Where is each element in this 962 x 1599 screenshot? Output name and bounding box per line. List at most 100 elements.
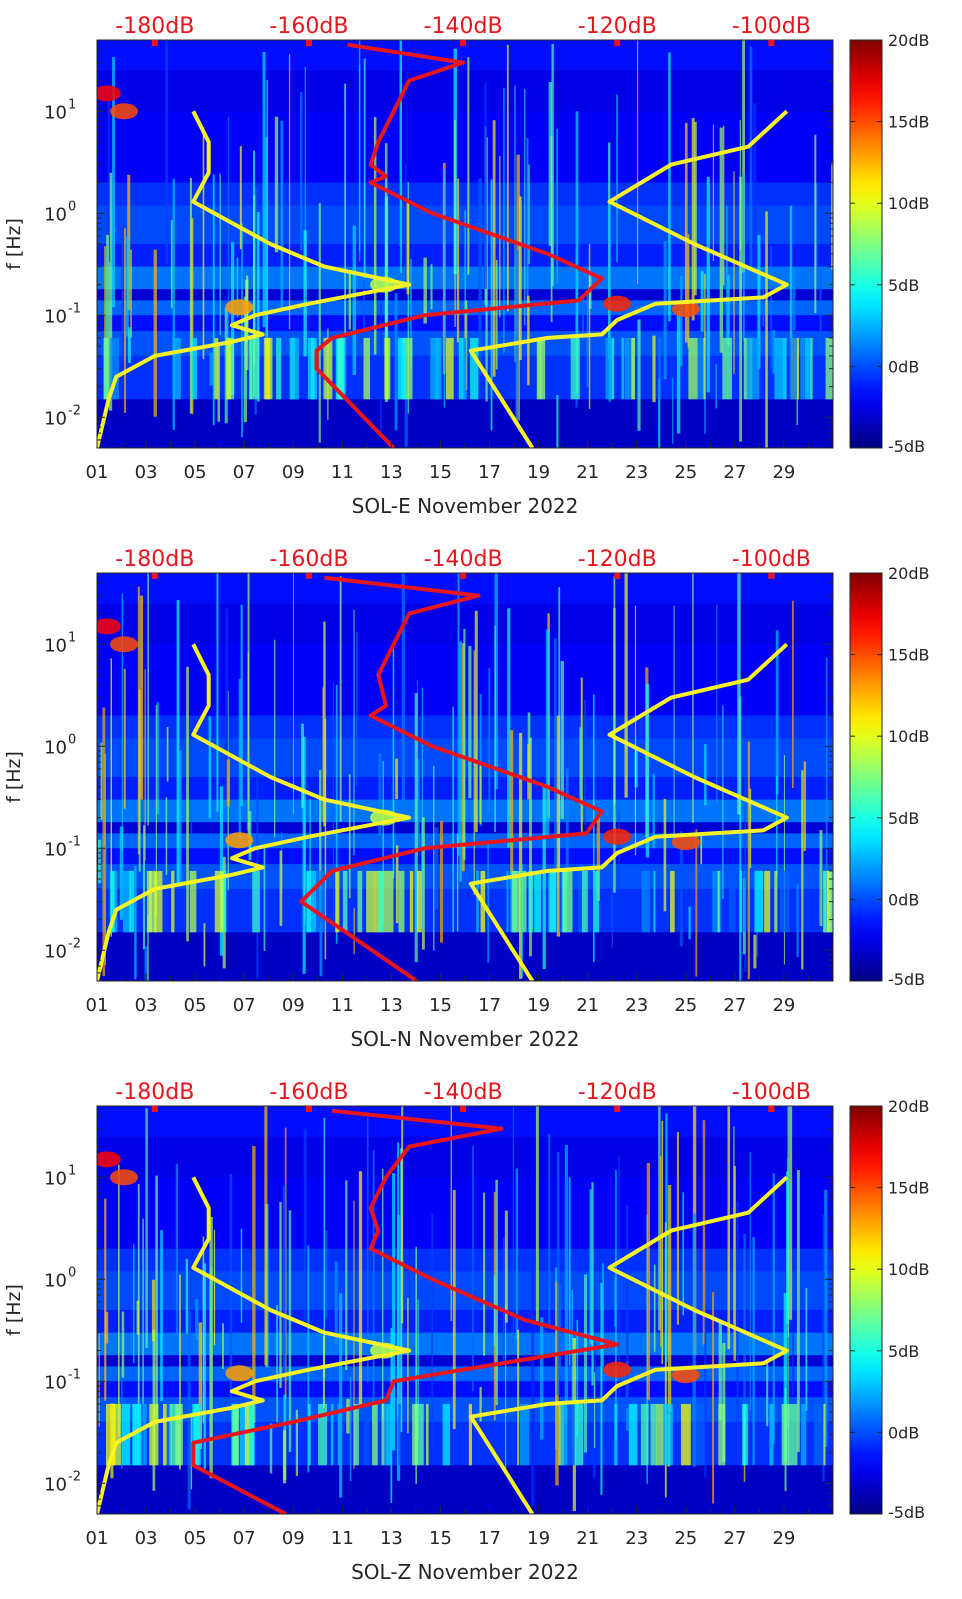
yellow-curve-low-noise-model	[97, 1176, 412, 1514]
heatmap-stripe	[227, 116, 230, 351]
heatmap-stripe	[138, 689, 141, 872]
heatmap-stripe	[356, 632, 358, 786]
heatmap-stripe	[176, 600, 180, 884]
heatmap-stripe	[742, 173, 745, 341]
heatmap-lowfreq-column	[335, 337, 346, 400]
heatmap-stripe	[770, 246, 772, 368]
heatmap-stripe	[586, 291, 589, 388]
heatmap-stripe	[611, 883, 613, 948]
heatmap-stripe	[216, 573, 219, 812]
heatmap-stripe	[353, 907, 355, 955]
colorbar-tick-label: 20dB	[888, 31, 930, 50]
heatmap-lowfreq-column	[168, 1403, 172, 1466]
top-axis-tick	[614, 573, 621, 579]
top-axis-tick	[768, 573, 775, 579]
heatmap-stripe	[155, 1175, 158, 1425]
heatmap-lowfreq-column	[624, 337, 630, 400]
heatmap-lowfreq-column	[743, 870, 746, 933]
heatmap-stripe	[299, 92, 303, 251]
heatmap-lowfreq-column	[276, 337, 282, 400]
heatmap-stripe	[792, 1330, 794, 1396]
top-axis-label: -120dB	[578, 14, 657, 39]
heatmap-stripe	[637, 319, 641, 431]
heatmap-stripe	[715, 363, 718, 409]
heatmap-lowfreq-column	[378, 870, 384, 933]
heatmap-stripe	[136, 1300, 140, 1335]
heatmap-stripe	[796, 1170, 800, 1452]
heatmap-stripe	[98, 839, 102, 884]
x-tick-label: 05	[184, 462, 207, 483]
heatmap-stripe	[421, 687, 423, 922]
heatmap-stripe	[542, 785, 546, 970]
heatmap-stripe	[819, 269, 822, 351]
heatmap-stripe	[614, 1277, 617, 1327]
heatmap-stripe	[712, 1292, 715, 1504]
heatmap-lowfreq-column	[398, 870, 405, 933]
heatmap-lowfreq-column	[610, 337, 615, 400]
heatmap-stripe	[345, 1180, 348, 1371]
heatmap-stripe	[252, 1146, 256, 1424]
heatmap-stripe	[457, 573, 460, 856]
x-tick-label: 19	[527, 995, 550, 1016]
heatmap-stripe	[507, 608, 511, 848]
heatmap-stripe	[556, 1152, 560, 1396]
heatmap-band	[97, 70, 833, 112]
heatmap-stripe	[123, 228, 127, 413]
heatmap-stripe	[160, 1230, 163, 1402]
heatmap-stripe	[439, 820, 444, 943]
x-tick-label: 01	[86, 462, 109, 483]
heatmap-stripe	[404, 394, 408, 447]
heatmap-lowfreq-column	[458, 337, 467, 400]
heatmap-stripe	[743, 1233, 746, 1404]
heatmap-lowfreq-column	[383, 870, 394, 933]
colorbar-tick-label: 5dB	[888, 276, 919, 295]
heatmap-stripe	[108, 172, 113, 411]
heatmap-stripe	[133, 1244, 135, 1364]
x-tick-label: 13	[380, 462, 403, 483]
heatmap-stripe	[212, 174, 215, 426]
heatmap-stripe	[202, 1236, 205, 1424]
heatmap-stripe	[415, 1246, 417, 1484]
heatmap-stripe	[346, 1398, 350, 1434]
colorbar-tick-label: -5dB	[888, 1503, 925, 1522]
heatmap-band	[97, 111, 833, 183]
heatmap-lowfreq-column	[193, 1403, 200, 1466]
heatmap-stripe	[783, 755, 785, 965]
heatmap-stripe	[531, 1270, 535, 1507]
heatmap-lowfreq-column	[769, 1403, 774, 1466]
heatmap-stripe	[195, 1299, 199, 1340]
heatmap-stripe	[752, 1237, 755, 1466]
heatmap-stripe	[702, 1120, 706, 1345]
heatmap-stripe	[814, 134, 817, 313]
heatmap-stripe	[704, 1314, 707, 1478]
y-tick-label: 10	[44, 839, 67, 860]
heatmap-stripe	[579, 727, 582, 806]
y-tick-label: 10	[44, 737, 67, 758]
heatmap-stripe	[783, 1293, 788, 1462]
colorbar-tick-label: 20dB	[888, 564, 930, 583]
heatmap-stripe	[257, 212, 260, 402]
heatmap-stripe	[692, 573, 694, 824]
heatmap-lowfreq-column	[175, 1403, 183, 1466]
heatmap-stripe	[105, 1311, 109, 1344]
heatmap-hotspot	[603, 1361, 632, 1378]
colorbar-tick-label: 10dB	[888, 194, 930, 213]
heatmap-stripe	[172, 178, 175, 430]
heatmap-stripe	[417, 1299, 419, 1441]
heatmap-stripe	[789, 205, 793, 345]
x-tick-label: 27	[723, 995, 746, 1016]
heatmap-stripe	[363, 281, 366, 338]
heatmap-stripe	[288, 54, 291, 330]
heatmap-stripe	[596, 817, 601, 901]
x-tick-label: 03	[135, 462, 158, 483]
heatmap-stripe	[722, 705, 724, 899]
colorbar-tick-label: 0dB	[888, 357, 919, 376]
heatmap-stripe	[704, 274, 706, 346]
heatmap-stripe	[112, 57, 115, 308]
y-tick-label-exponent: -2	[68, 936, 81, 951]
heatmap-stripe	[381, 1168, 384, 1420]
spectrogram-panel-z: 01 03 05 07 09 11 13 15 17 19 21 23 25 27 29 SOL-Z Nove…	[0, 1066, 962, 1599]
heatmap-stripe	[189, 177, 192, 414]
